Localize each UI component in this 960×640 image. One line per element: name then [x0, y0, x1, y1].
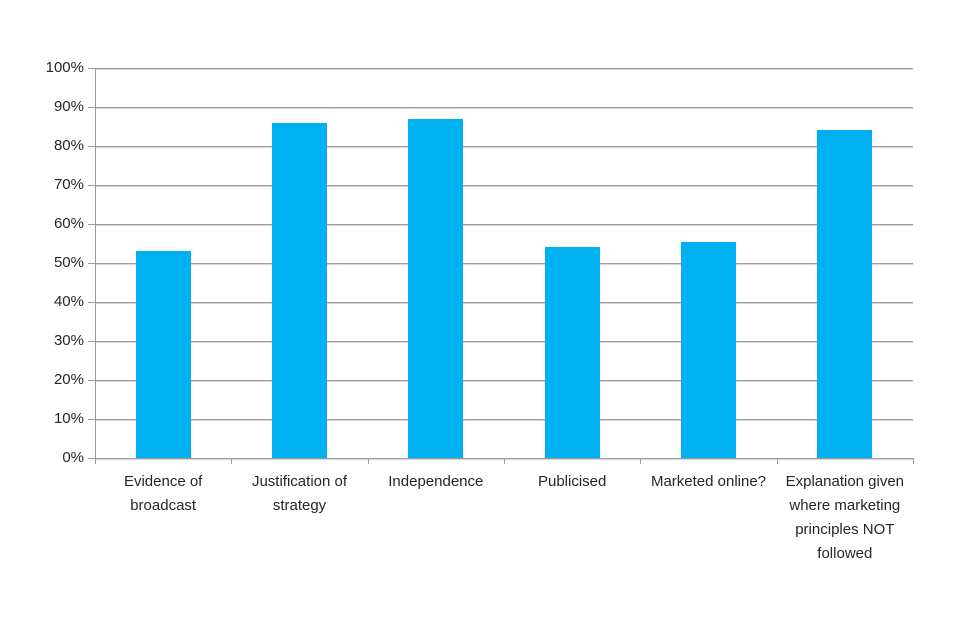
gridline	[95, 68, 913, 69]
y-tick	[88, 380, 95, 381]
bar-1	[135, 251, 191, 458]
x-category-label: Explanation given where marketing princi…	[785, 473, 905, 562]
bar-6	[817, 130, 873, 458]
x-tick	[231, 458, 233, 464]
y-tick-label: 40%	[53, 293, 84, 310]
bar-3	[408, 118, 464, 458]
x-tick	[913, 458, 914, 464]
gridline	[95, 341, 913, 342]
bar-2	[272, 122, 327, 458]
x-tick	[504, 458, 505, 464]
gridline	[95, 185, 913, 186]
gridline	[95, 419, 913, 420]
x-tick	[95, 458, 96, 464]
y-tick-label: 50%	[53, 254, 84, 271]
y-tick-label: 60%	[53, 215, 84, 232]
y-tick	[88, 263, 95, 264]
gridline	[95, 146, 913, 147]
gridline	[95, 380, 913, 381]
y-tick	[88, 146, 95, 147]
gridline	[95, 224, 913, 225]
y-tick	[88, 185, 95, 186]
bar-4	[544, 247, 600, 458]
x-category-label: Publicised	[537, 473, 607, 490]
y-tick-label: 70%	[53, 176, 84, 193]
gridline	[95, 302, 913, 303]
x-category-label: Independence	[388, 473, 484, 490]
y-tick-label: 0%	[62, 449, 84, 466]
y-tick	[88, 107, 95, 108]
y-tick	[88, 458, 95, 459]
y-tick	[88, 302, 95, 303]
y-tick-label: 100%	[45, 59, 84, 76]
y-tick	[88, 419, 95, 420]
y-tick-label: 30%	[53, 332, 84, 349]
gridline	[95, 107, 913, 108]
y-tick	[88, 68, 95, 69]
x-category-label: Justification of strategy	[251, 473, 348, 514]
y-tick-label: 10%	[53, 410, 84, 427]
y-axis-line	[95, 68, 96, 458]
y-tick-label: 20%	[53, 371, 84, 388]
y-tick	[88, 224, 95, 225]
gridline	[95, 263, 913, 264]
y-tick-label: 80%	[53, 137, 84, 154]
y-tick-label: 90%	[53, 98, 84, 115]
y-tick	[88, 341, 95, 342]
x-category-label: Marketed online?	[650, 473, 767, 490]
x-tick	[367, 458, 369, 464]
x-tick	[776, 458, 778, 464]
bar-5	[681, 241, 736, 458]
x-tick	[640, 458, 642, 464]
x-category-label: Evidence of broadcast	[123, 473, 203, 514]
